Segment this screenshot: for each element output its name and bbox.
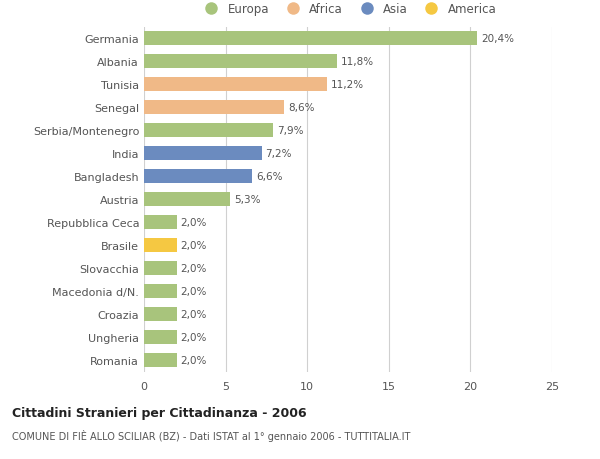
Bar	[144, 285, 176, 298]
Text: COMUNE DI FIÈ ALLO SCILIAR (BZ) - Dati ISTAT al 1° gennaio 2006 - TUTTITALIA.IT: COMUNE DI FIÈ ALLO SCILIAR (BZ) - Dati I…	[12, 429, 410, 441]
Text: 7,9%: 7,9%	[277, 126, 304, 136]
Legend: Europa, Africa, Asia, America: Europa, Africa, Asia, America	[197, 0, 499, 18]
Bar	[144, 262, 176, 275]
Text: 5,3%: 5,3%	[235, 195, 261, 205]
Bar	[144, 170, 252, 184]
Bar	[144, 124, 273, 138]
Text: 6,6%: 6,6%	[256, 172, 282, 182]
Bar	[144, 353, 176, 367]
Text: 2,0%: 2,0%	[181, 218, 207, 228]
Text: Cittadini Stranieri per Cittadinanza - 2006: Cittadini Stranieri per Cittadinanza - 2…	[12, 406, 307, 419]
Text: 2,0%: 2,0%	[181, 241, 207, 251]
Text: 11,8%: 11,8%	[341, 57, 374, 67]
Text: 2,0%: 2,0%	[181, 286, 207, 297]
Text: 2,0%: 2,0%	[181, 332, 207, 342]
Bar	[144, 216, 176, 230]
Text: 2,0%: 2,0%	[181, 355, 207, 365]
Bar	[144, 308, 176, 321]
Bar	[144, 78, 327, 92]
Bar	[144, 330, 176, 344]
Text: 7,2%: 7,2%	[266, 149, 292, 159]
Text: 2,0%: 2,0%	[181, 309, 207, 319]
Bar	[144, 32, 477, 46]
Text: 8,6%: 8,6%	[289, 103, 315, 113]
Bar	[144, 55, 337, 69]
Bar	[144, 101, 284, 115]
Text: 20,4%: 20,4%	[481, 34, 514, 44]
Text: 2,0%: 2,0%	[181, 263, 207, 274]
Bar	[144, 193, 230, 207]
Text: 11,2%: 11,2%	[331, 80, 364, 90]
Bar	[144, 239, 176, 252]
Bar	[144, 147, 262, 161]
